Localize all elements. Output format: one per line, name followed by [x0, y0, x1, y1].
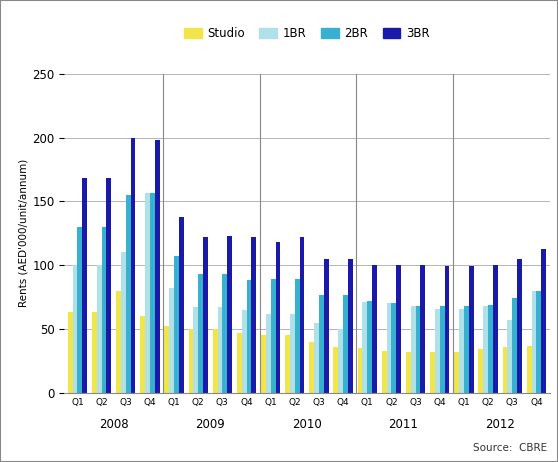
Bar — [406, 352, 411, 393]
Bar — [300, 237, 305, 393]
Bar — [416, 306, 420, 393]
Bar — [251, 237, 256, 393]
Bar — [169, 288, 174, 393]
Bar — [126, 195, 131, 393]
Bar — [116, 291, 121, 393]
Bar — [440, 306, 445, 393]
Bar — [478, 349, 483, 393]
Bar — [179, 217, 184, 393]
Bar — [319, 294, 324, 393]
Bar — [363, 302, 367, 393]
Bar — [372, 265, 377, 393]
Bar — [290, 314, 295, 393]
Bar — [247, 280, 251, 393]
Bar — [488, 305, 493, 393]
Bar — [203, 237, 208, 393]
Bar — [150, 193, 155, 393]
Bar — [483, 306, 488, 393]
Bar — [92, 312, 97, 393]
Bar — [237, 333, 242, 393]
Bar — [261, 335, 266, 393]
Bar — [140, 316, 145, 393]
Bar — [324, 259, 329, 393]
Bar — [541, 249, 546, 393]
Bar — [218, 307, 223, 393]
Bar — [469, 267, 474, 393]
Bar — [295, 279, 300, 393]
Bar — [266, 314, 271, 393]
Legend: Studio, 1BR, 2BR, 3BR: Studio, 1BR, 2BR, 3BR — [179, 23, 435, 45]
Bar — [68, 312, 73, 393]
Bar — [314, 322, 319, 393]
Bar — [396, 265, 401, 393]
Bar — [348, 259, 353, 393]
Bar — [174, 256, 179, 393]
Y-axis label: Rents (AED'000/unit/annum): Rents (AED'000/unit/annum) — [18, 159, 28, 307]
Bar — [309, 342, 314, 393]
Bar — [102, 227, 107, 393]
Bar — [464, 306, 469, 393]
Bar — [198, 274, 203, 393]
Bar — [73, 265, 78, 393]
Bar — [189, 329, 194, 393]
Bar — [358, 348, 363, 393]
Bar — [121, 252, 126, 393]
Bar — [97, 265, 102, 393]
Bar — [459, 309, 464, 393]
Text: Source:  CBRE: Source: CBRE — [473, 443, 547, 453]
Bar — [512, 298, 517, 393]
Bar — [527, 346, 532, 393]
Bar — [435, 309, 440, 393]
Bar — [517, 259, 522, 393]
Bar — [155, 140, 160, 393]
Bar — [165, 326, 169, 393]
Bar — [82, 178, 87, 393]
Bar — [223, 274, 227, 393]
Bar — [367, 301, 372, 393]
Bar — [503, 347, 507, 393]
Bar — [227, 236, 232, 393]
Bar — [242, 310, 247, 393]
Bar — [213, 329, 218, 393]
Bar — [271, 279, 276, 393]
Bar — [493, 265, 498, 393]
Bar — [420, 265, 425, 393]
Bar — [107, 178, 111, 393]
Bar — [145, 193, 150, 393]
Bar — [131, 138, 136, 393]
Bar — [387, 304, 391, 393]
Bar — [338, 329, 343, 393]
Bar — [382, 351, 387, 393]
Bar — [536, 291, 541, 393]
Bar — [430, 352, 435, 393]
Bar — [411, 306, 416, 393]
Bar — [78, 227, 82, 393]
Text: Apartment Rents: Apartment Rents — [185, 17, 373, 36]
Bar — [507, 320, 512, 393]
Bar — [334, 347, 338, 393]
Bar — [445, 267, 449, 393]
Bar — [454, 352, 459, 393]
Bar — [343, 294, 348, 393]
Bar — [532, 291, 536, 393]
Bar — [276, 242, 280, 393]
Bar — [194, 307, 198, 393]
Bar — [391, 304, 396, 393]
Bar — [285, 335, 290, 393]
